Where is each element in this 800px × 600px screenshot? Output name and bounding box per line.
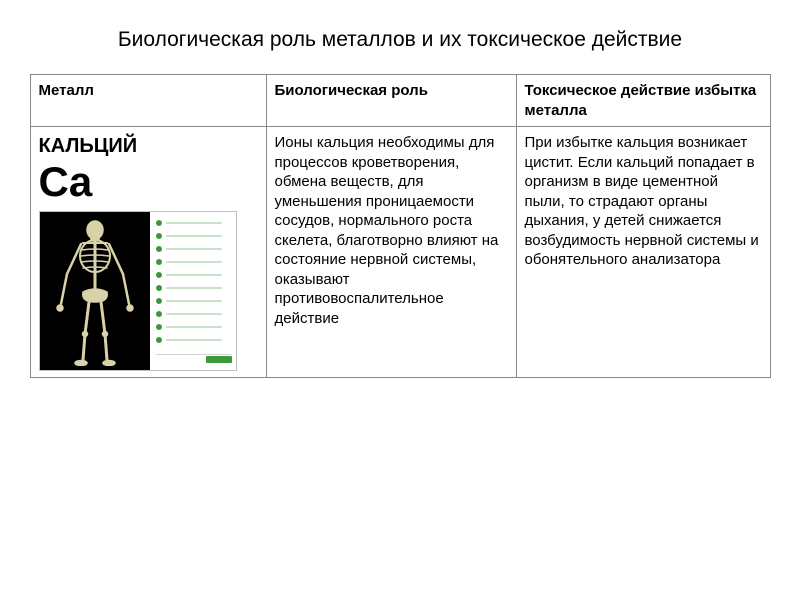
slide: Биологическая роль металлов и их токсиче… xyxy=(0,0,800,600)
check-icon xyxy=(156,298,162,304)
brand-strip xyxy=(156,354,232,364)
skeleton-legend xyxy=(150,212,236,370)
legend-text-placeholder xyxy=(166,339,222,342)
legend-text-placeholder xyxy=(166,235,222,238)
legend-item xyxy=(156,246,232,252)
legend-text-placeholder xyxy=(166,313,222,316)
cell-metal: КАЛЬЦИЙ Ca xyxy=(30,127,266,378)
legend-item xyxy=(156,259,232,265)
check-icon xyxy=(156,259,162,265)
legend-item xyxy=(156,311,232,317)
check-icon xyxy=(156,246,162,252)
check-icon xyxy=(156,272,162,278)
legend-text-placeholder xyxy=(166,326,222,329)
metal-symbol: Ca xyxy=(39,161,258,203)
legend-text-placeholder xyxy=(166,274,222,277)
legend-item xyxy=(156,285,232,291)
metals-table: Металл Биологическая роль Токсическое де… xyxy=(30,74,771,378)
legend-item xyxy=(156,298,232,304)
metal-name: КАЛЬЦИЙ xyxy=(39,133,258,159)
skeleton-image xyxy=(40,212,150,370)
cell-toxic: При избытке кальция возникает цистит. Ес… xyxy=(516,127,770,378)
brand-icon xyxy=(206,356,232,363)
check-icon xyxy=(156,233,162,239)
skeleton-card xyxy=(39,211,237,371)
legend-item xyxy=(156,220,232,226)
legend-item xyxy=(156,272,232,278)
legend-item xyxy=(156,324,232,330)
check-icon xyxy=(156,337,162,343)
legend-text-placeholder xyxy=(166,300,222,303)
check-icon xyxy=(156,324,162,330)
header-bio-role: Биологическая роль xyxy=(266,75,516,127)
check-icon xyxy=(156,220,162,226)
table-header-row: Металл Биологическая роль Токсическое де… xyxy=(30,75,770,127)
check-icon xyxy=(156,311,162,317)
header-metal: Металл xyxy=(30,75,266,127)
page-title: Биологическая роль металлов и их токсиче… xyxy=(118,28,682,52)
legend-text-placeholder xyxy=(166,261,222,264)
legend-text-placeholder xyxy=(166,287,222,290)
legend-item xyxy=(156,233,232,239)
skeleton-icon xyxy=(45,216,145,366)
legend-item xyxy=(156,337,232,343)
legend-text-placeholder xyxy=(166,222,222,225)
header-toxic: Токсическое действие избытка металла xyxy=(516,75,770,127)
check-icon xyxy=(156,285,162,291)
cell-bio-role: Ионы кальция необходимы для процессов кр… xyxy=(266,127,516,378)
table-row: КАЛЬЦИЙ Ca xyxy=(30,127,770,378)
legend-text-placeholder xyxy=(166,248,222,251)
